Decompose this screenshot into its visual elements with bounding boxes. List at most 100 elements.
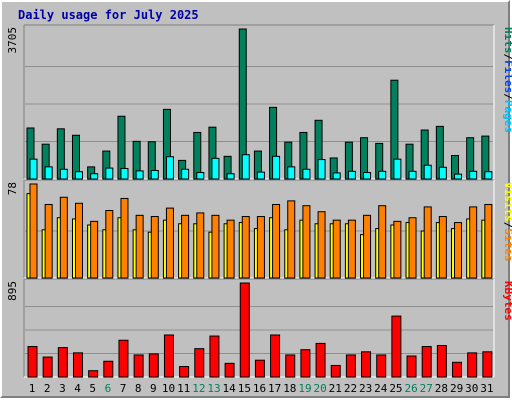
day-label-7: 7: [120, 382, 127, 395]
bar-sites-day-24: [378, 205, 387, 279]
chart-title: Daily usage for July 2025: [18, 8, 199, 22]
bar-kbytes-day-16: [254, 359, 265, 378]
bar-pages-day-8: [135, 170, 144, 180]
day-label-3: 3: [59, 382, 66, 395]
bar-sites-day-1: [29, 183, 38, 279]
bar-sites-day-18: [287, 200, 296, 279]
bar-sites-day-30: [469, 206, 478, 279]
day-label-15: 15: [238, 382, 251, 395]
bar-kbytes-day-10: [163, 334, 174, 378]
bar-kbytes-day-8: [133, 354, 144, 378]
bar-pages-day-31: [484, 171, 493, 180]
bar-sites-day-16: [256, 216, 265, 279]
bar-sites-day-6: [105, 210, 114, 279]
day-label-23: 23: [359, 382, 372, 395]
bar-pages-day-23: [363, 172, 372, 180]
bar-kbytes-day-5: [88, 370, 99, 378]
day-label-20: 20: [314, 382, 327, 395]
bar-pages-day-16: [256, 171, 265, 180]
bar-pages-day-6: [105, 167, 114, 180]
day-label-12: 12: [192, 382, 205, 395]
bar-pages-day-28: [438, 166, 447, 180]
bar-kbytes-day-29: [452, 361, 463, 378]
bar-kbytes-day-24: [376, 354, 387, 378]
bar-sites-day-5: [90, 220, 99, 279]
bar-kbytes-day-12: [194, 348, 205, 378]
ymax-label-1: 78: [6, 182, 19, 195]
day-label-28: 28: [435, 382, 448, 395]
bar-sites-day-21: [332, 219, 341, 279]
bar-sites-day-22: [347, 219, 356, 279]
bar-kbytes-day-1: [27, 346, 38, 378]
bar-sites-day-11: [181, 214, 190, 279]
day-label-11: 11: [177, 382, 190, 395]
bar-kbytes-day-13: [209, 335, 220, 378]
day-label-16: 16: [253, 382, 266, 395]
bar-pages-day-7: [120, 167, 129, 180]
bar-sites-day-20: [317, 211, 326, 279]
bar-kbytes-day-9: [148, 353, 159, 378]
bar-pages-day-25: [393, 158, 402, 180]
bar-pages-day-11: [181, 168, 190, 180]
bar-pages-day-18: [287, 166, 296, 180]
legend-entry-0-3: /: [502, 93, 512, 100]
day-label-31: 31: [480, 382, 493, 395]
legend-entry-1-1: /: [502, 222, 512, 229]
bar-sites-day-29: [454, 222, 463, 279]
bar-pages-day-5: [90, 173, 99, 180]
bar-kbytes-day-18: [285, 354, 296, 378]
ymax-label-2: 895: [6, 281, 19, 301]
legend-entry-0-0: Hits: [502, 27, 512, 54]
bar-hits-day-12: [193, 131, 202, 180]
bar-kbytes-day-21: [330, 364, 341, 378]
day-label-26: 26: [404, 382, 417, 395]
bar-pages-day-24: [378, 170, 387, 180]
bar-sites-day-17: [272, 203, 281, 279]
bar-sites-day-25: [393, 220, 402, 279]
bar-pages-day-4: [74, 171, 83, 180]
bar-sites-day-31: [484, 203, 493, 279]
bar-kbytes-day-31: [482, 351, 493, 378]
bar-kbytes-day-27: [421, 346, 432, 378]
bar-pages-day-19: [302, 168, 311, 180]
bar-pages-day-12: [196, 172, 205, 180]
bar-kbytes-day-19: [300, 349, 311, 378]
bar-pages-day-14: [226, 173, 235, 180]
bar-pages-day-17: [272, 155, 281, 180]
bar-kbytes-day-3: [57, 347, 68, 378]
day-label-24: 24: [374, 382, 388, 395]
bar-pages-day-1: [29, 158, 38, 180]
bar-sites-day-26: [408, 217, 417, 279]
bar-kbytes-day-11: [179, 365, 190, 378]
bar-kbytes-day-14: [224, 362, 235, 378]
bar-pages-day-21: [332, 172, 341, 180]
bar-pages-day-10: [165, 156, 174, 180]
bar-kbytes-day-17: [270, 334, 281, 378]
bar-kbytes-day-22: [345, 354, 356, 378]
day-label-13: 13: [207, 382, 220, 395]
bar-kbytes-day-2: [42, 356, 53, 378]
day-label-27: 27: [420, 382, 433, 395]
day-label-1: 1: [29, 382, 36, 395]
day-label-19: 19: [298, 382, 311, 395]
legend-entry-0-2: Files: [502, 60, 512, 93]
bar-sites-day-27: [423, 206, 432, 279]
bar-sites-day-3: [59, 196, 68, 279]
ymax-label-0: 3705: [6, 27, 19, 54]
day-label-14: 14: [223, 382, 237, 395]
bar-pages-day-20: [317, 159, 326, 180]
bar-sites-day-10: [165, 207, 174, 279]
day-label-4: 4: [74, 382, 81, 395]
day-label-8: 8: [135, 382, 142, 395]
bar-kbytes-day-4: [72, 352, 83, 378]
day-label-17: 17: [268, 382, 281, 395]
bar-sites-day-4: [74, 202, 83, 279]
legend-entry-2-0: KBytes: [502, 281, 512, 321]
bar-kbytes-day-20: [315, 342, 326, 378]
bar-kbytes-day-30: [467, 352, 478, 378]
bar-sites-day-28: [438, 216, 447, 279]
legend-entry-1-2: Sites: [502, 228, 512, 261]
day-label-9: 9: [150, 382, 157, 395]
bar-kbytes-day-6: [103, 360, 114, 378]
